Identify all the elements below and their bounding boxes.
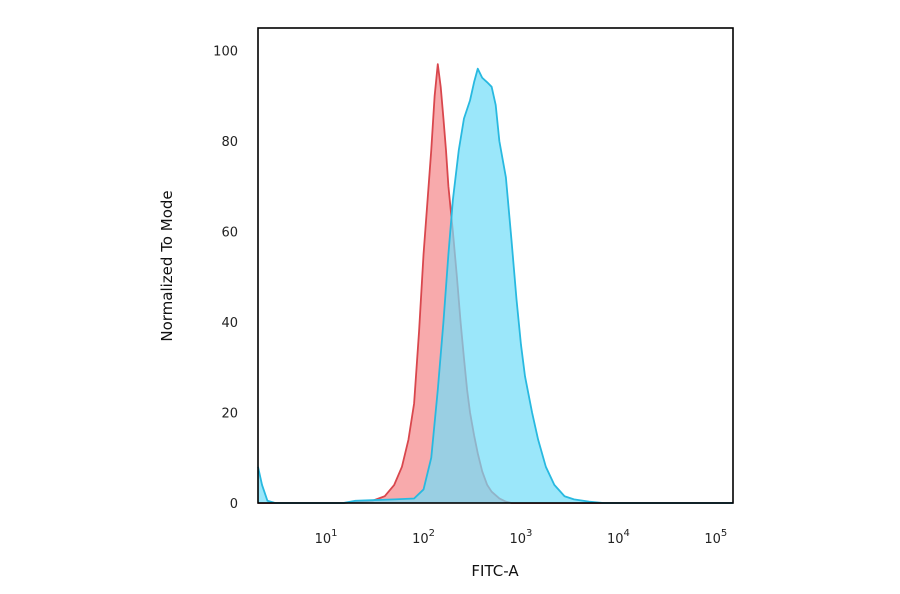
y-tick-label: 80 — [221, 135, 238, 150]
x-tick-label: 102 — [412, 528, 435, 547]
x-tick-label: 104 — [607, 528, 630, 547]
y-tick-label: 40 — [221, 316, 238, 331]
x-tick-label: 105 — [704, 528, 727, 547]
x-tick-label: 103 — [510, 528, 533, 547]
y-tick-label: 60 — [221, 226, 238, 241]
y-axis-ticks: 0 20 40 60 80 100 — [213, 45, 238, 512]
y-tick-label: 0 — [230, 497, 238, 512]
series-1-line — [257, 67, 733, 504]
x-axis-ticks: 101 102 103 104 105 — [315, 528, 728, 547]
y-tick-label: 100 — [213, 45, 238, 60]
series-layer — [257, 63, 733, 504]
y-tick-label: 20 — [221, 407, 238, 422]
series-1-area — [258, 68, 733, 504]
x-axis-title: FITC-A — [471, 562, 519, 580]
x-tick-label: 101 — [315, 528, 338, 547]
plot-frame — [257, 27, 734, 504]
y-axis-title: Normalized To Mode — [158, 190, 176, 341]
